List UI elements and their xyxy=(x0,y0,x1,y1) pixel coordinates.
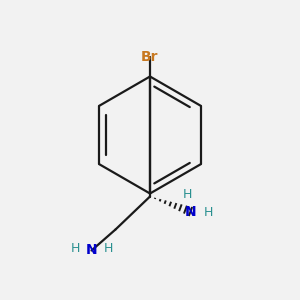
Text: H: H xyxy=(204,206,213,220)
Text: N: N xyxy=(86,244,97,257)
Text: Br: Br xyxy=(141,50,159,64)
Text: H: H xyxy=(103,242,113,256)
Text: H: H xyxy=(70,242,80,256)
Text: H: H xyxy=(183,188,192,202)
Text: N: N xyxy=(185,205,196,218)
